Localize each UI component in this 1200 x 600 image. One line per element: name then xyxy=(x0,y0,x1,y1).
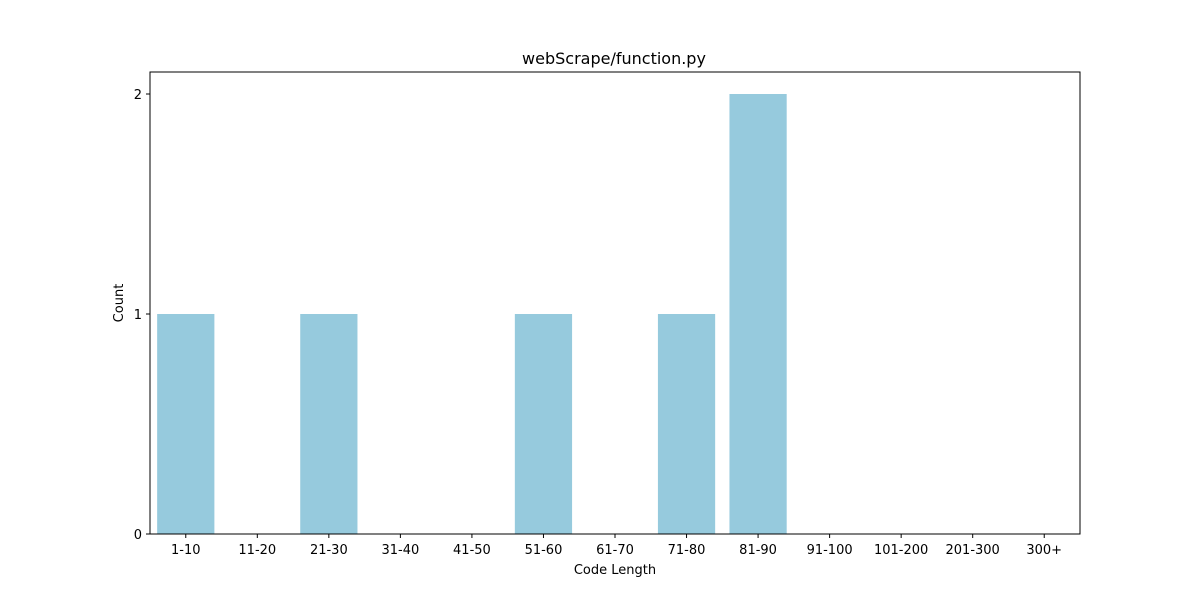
bar-71-80 xyxy=(657,314,716,534)
x-tick-label: 101-200 xyxy=(874,543,928,558)
y-tick-label: 0 xyxy=(134,528,142,543)
x-axis: 1-10 11-20 21-30 31-40 41-50 51-60 61-70 71-80 8… xyxy=(171,534,1062,558)
x-tick-label: 201-300 xyxy=(946,543,1000,558)
bar-21-30 xyxy=(300,314,358,534)
y-axis-label: Count xyxy=(112,284,127,323)
x-tick-label: 1-10 xyxy=(171,543,201,558)
x-tick-label: 91-100 xyxy=(807,543,853,558)
x-tick-label: 71-80 xyxy=(668,543,706,558)
x-tick-label: 31-40 xyxy=(381,543,419,558)
plot-frame xyxy=(149,71,1081,535)
x-tick-label: 41-50 xyxy=(453,543,491,558)
bar-81-90 xyxy=(729,94,787,534)
x-tick-label: 21-30 xyxy=(310,543,348,558)
x-tick-label: 81-90 xyxy=(739,543,777,558)
y-tick-label: 1 xyxy=(134,308,142,323)
x-axis-label: Code Length xyxy=(574,563,656,578)
bar-51-60 xyxy=(514,314,573,534)
y-tick-label: 2 xyxy=(134,88,142,103)
x-tick-label: 11-20 xyxy=(238,543,276,558)
x-tick-label: 61-70 xyxy=(596,543,634,558)
bar-1-10 xyxy=(157,314,215,534)
x-tick-label: 51-60 xyxy=(525,543,563,558)
y-axis: 0 1 2 xyxy=(134,88,150,543)
bars-group xyxy=(157,94,787,534)
x-tick-label: 300+ xyxy=(1026,543,1062,558)
chart-title: webScrape/function.py xyxy=(522,49,706,68)
